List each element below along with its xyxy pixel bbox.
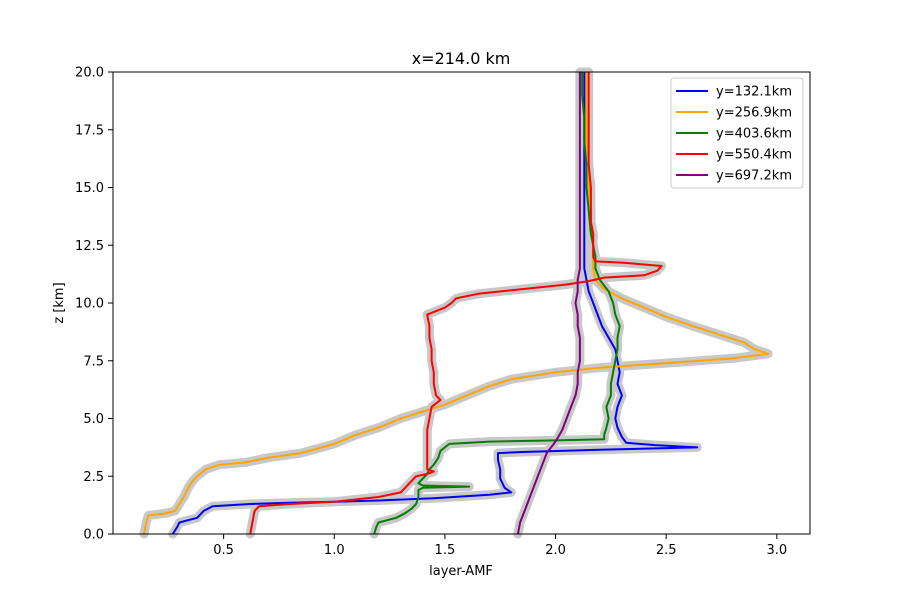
x-axis-label: layer-AMF <box>429 564 493 579</box>
x-tick-label: 2.0 <box>545 543 566 558</box>
x-tick-label: 1.5 <box>435 543 456 558</box>
y-tick-label: 20.0 <box>75 66 104 81</box>
y-axis: 0.0 2.5 5.0 7.5 10.0 12.5 15.0 17.5 20.0 <box>75 66 113 543</box>
series-line <box>516 72 581 535</box>
legend-label: y=403.6km <box>716 127 792 142</box>
chart-title: x=214.0 km <box>412 49 511 68</box>
legend-label: y=256.9km <box>716 106 792 121</box>
x-tick-label: 2.5 <box>656 543 677 558</box>
y-tick-label: 2.5 <box>83 470 104 485</box>
legend-label: y=550.4km <box>716 148 792 163</box>
x-tick-label: 1.0 <box>324 543 345 558</box>
y-tick-label: 7.5 <box>83 354 104 369</box>
y-tick-label: 0.0 <box>83 528 104 543</box>
y-tick-label: 17.5 <box>75 123 104 138</box>
legend-label: y=132.1km <box>716 85 792 100</box>
x-tick-label: 0.5 <box>213 543 234 558</box>
legend-box <box>670 77 804 189</box>
y-axis-label: z [km] <box>52 282 67 323</box>
legend: y=132.1km y=256.9km y=403.6km y=550.4km y=69… <box>670 77 804 189</box>
x-tick-label: 3.0 <box>766 543 787 558</box>
y-tick-label: 5.0 <box>83 412 104 427</box>
series-lines <box>143 72 769 535</box>
y-tick-label: 15.0 <box>75 181 104 196</box>
legend-label: y=697.2km <box>716 169 792 184</box>
y-tick-label: 10.0 <box>75 297 104 312</box>
series-line <box>249 72 663 535</box>
y-tick-label: 12.5 <box>75 239 104 254</box>
x-axis: 0.5 1.0 1.5 2.0 2.5 3.0 <box>213 534 787 558</box>
